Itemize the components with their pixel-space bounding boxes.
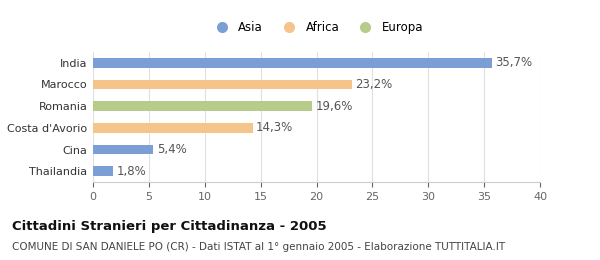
Text: 14,3%: 14,3% (256, 121, 293, 134)
Bar (93, 145, 154, 154)
Text: 23,2%: 23,2% (356, 78, 393, 91)
Text: Cittadini Stranieri per Cittadinanza - 2005: Cittadini Stranieri per Cittadinanza - 2… (12, 220, 326, 233)
Text: 1,8%: 1,8% (116, 165, 146, 178)
Bar (93, 80, 352, 89)
Bar (93, 166, 113, 176)
Text: 35,7%: 35,7% (496, 56, 532, 69)
Text: 5,4%: 5,4% (157, 143, 187, 156)
Bar (93, 101, 312, 111)
Text: COMUNE DI SAN DANIELE PO (CR) - Dati ISTAT al 1° gennaio 2005 - Elaborazione TUT: COMUNE DI SAN DANIELE PO (CR) - Dati IST… (12, 242, 505, 252)
Legend: Asia, Africa, Europa: Asia, Africa, Europa (205, 16, 428, 39)
Text: 19,6%: 19,6% (316, 100, 353, 113)
Bar (93, 123, 253, 133)
Bar (93, 58, 492, 68)
